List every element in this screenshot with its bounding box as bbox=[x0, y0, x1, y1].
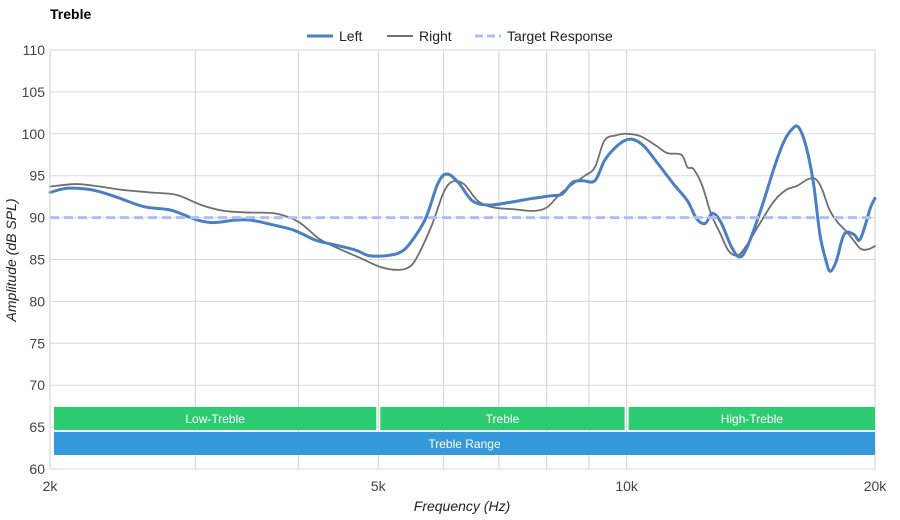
grid bbox=[49, 49, 876, 470]
series-line-right bbox=[49, 132, 876, 271]
band-label: Treble Range bbox=[428, 437, 501, 451]
y-tick-label: 85 bbox=[29, 252, 45, 268]
x-tick-label: 5k bbox=[371, 478, 387, 494]
legend-item-target-response: Target Response bbox=[475, 28, 613, 44]
band-label: Treble bbox=[486, 412, 520, 426]
range-bands: Low-Treble Treble High-Treble Treble Range bbox=[54, 407, 875, 455]
legend: Left Right Target Response bbox=[307, 28, 613, 44]
x-tick-label: 2k bbox=[43, 478, 59, 494]
band-rect bbox=[628, 407, 875, 430]
y-tick-label: 65 bbox=[29, 419, 45, 435]
y-tick-label: 60 bbox=[29, 461, 45, 477]
band-treble-range: Treble Range bbox=[54, 432, 875, 455]
series-line-left bbox=[48, 124, 877, 273]
x-tick-label: 20k bbox=[864, 478, 888, 494]
legend-item-left: Left bbox=[307, 28, 362, 44]
axes: 60 65 70 75 80 85 90 95 100 105 110 2k 5k 10k 20k bbox=[22, 42, 888, 494]
band-rect bbox=[54, 407, 377, 430]
band-label: High-Treble bbox=[721, 412, 784, 426]
y-axis-title: Amplitude (dB SPL) bbox=[3, 199, 19, 323]
y-tick-label: 75 bbox=[29, 335, 45, 351]
y-tick-label: 80 bbox=[29, 293, 45, 309]
band-low-treble: Low-Treble bbox=[54, 407, 377, 430]
series-lines bbox=[48, 124, 877, 273]
x-axis-title: Frequency (Hz) bbox=[414, 498, 510, 514]
band-treble: Treble bbox=[380, 407, 625, 430]
y-tick-label: 105 bbox=[22, 84, 46, 100]
x-tick-label: 10k bbox=[615, 478, 639, 494]
y-tick-label: 95 bbox=[29, 168, 45, 184]
band-label: Low-Treble bbox=[185, 412, 245, 426]
band-rect bbox=[380, 407, 625, 430]
y-tick-label: 70 bbox=[29, 377, 45, 393]
band-rect bbox=[54, 432, 875, 455]
y-tick-label: 100 bbox=[22, 126, 46, 142]
chart-title: Treble bbox=[50, 6, 91, 22]
legend-label: Target Response bbox=[507, 28, 613, 44]
legend-label: Left bbox=[339, 28, 362, 44]
legend-label: Right bbox=[419, 28, 452, 44]
legend-item-right: Right bbox=[387, 28, 452, 44]
y-tick-label: 110 bbox=[23, 42, 46, 58]
y-tick-label: 90 bbox=[29, 210, 45, 226]
band-high-treble: High-Treble bbox=[628, 407, 875, 430]
